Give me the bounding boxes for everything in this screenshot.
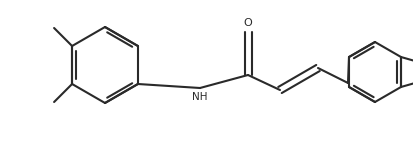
Text: O: O	[244, 18, 252, 28]
Text: NH: NH	[192, 92, 208, 102]
